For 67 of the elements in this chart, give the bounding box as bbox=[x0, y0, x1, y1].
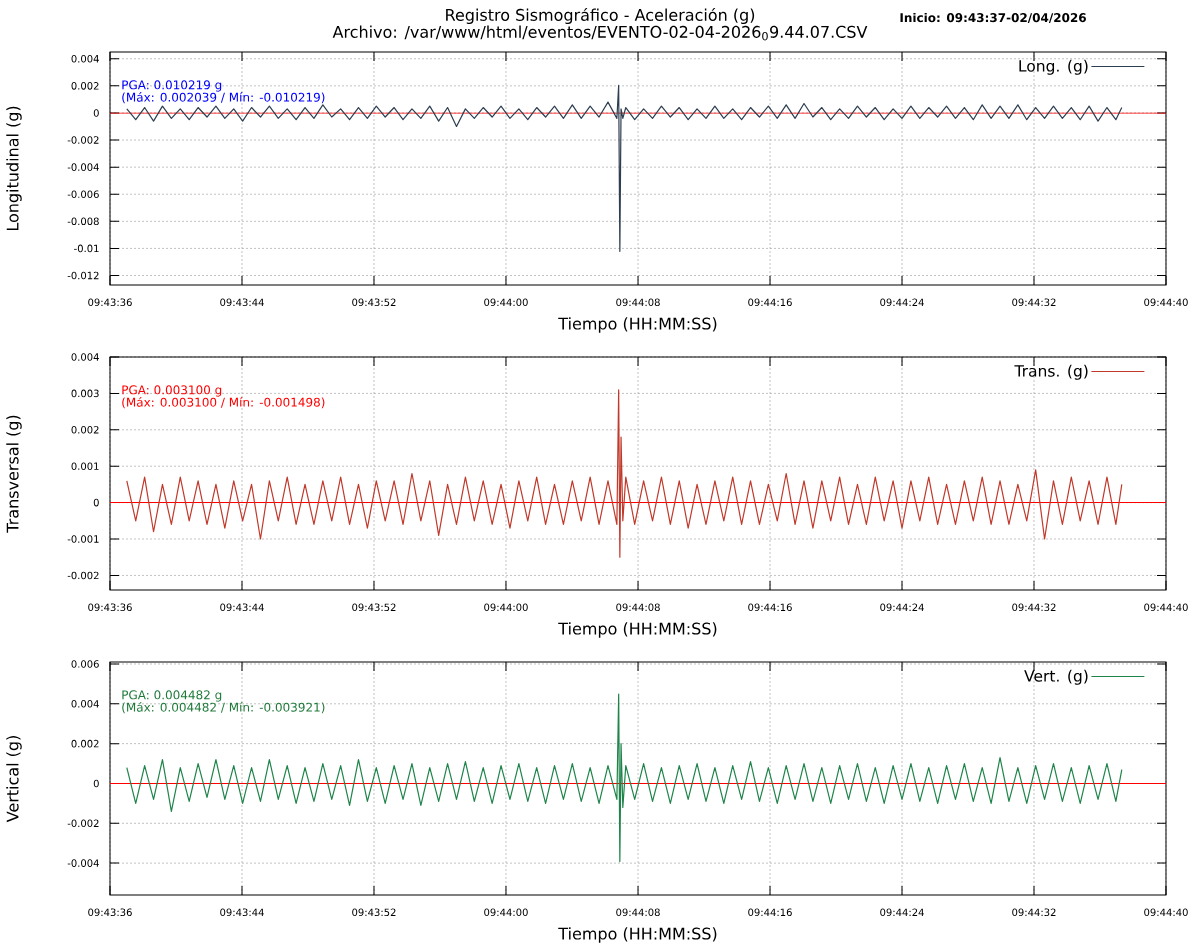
x-tick-label: 09:44:00 bbox=[484, 603, 528, 612]
y-axis-title: Vertical (g) bbox=[6, 736, 22, 823]
y-tick-label: -0.004 bbox=[67, 163, 99, 171]
x-tick-label: 09:43:44 bbox=[220, 908, 264, 917]
x-tick-label: 09:44:40 bbox=[1144, 298, 1188, 307]
x-tick-label: 09:44:40 bbox=[1144, 603, 1188, 612]
x-tick-label: 09:43:36 bbox=[88, 908, 132, 917]
x-tick-label: 09:43:52 bbox=[352, 908, 396, 917]
x-tick-label: 09:44:24 bbox=[880, 298, 924, 307]
x-tick-label: 09:43:36 bbox=[88, 298, 132, 307]
y-tick-label: 0 bbox=[93, 498, 99, 507]
y-tick-label: -0.002 bbox=[67, 136, 99, 144]
x-tick-label: 09:44:08 bbox=[616, 298, 660, 307]
y-axis-title: Longitudinal (g) bbox=[6, 106, 22, 231]
annotation: PGA: 0.003100 g bbox=[122, 385, 222, 397]
x-tick-label: 09:44:00 bbox=[484, 298, 528, 307]
x-tick-label: 09:44:32 bbox=[1012, 298, 1056, 307]
x-tick-label: 09:44:32 bbox=[1012, 603, 1056, 612]
chart-subtitle: Archivo: /var/www/html/eventos/EVENTO-02-04-2026$_{0}$9.44.07.CSV bbox=[332, 25, 868, 41]
x-axis-title: Tiempo (HH:MM:SS) bbox=[558, 622, 717, 638]
x-tick-label: 09:44:40 bbox=[1144, 908, 1188, 917]
y-tick-label: -0.004 bbox=[67, 859, 99, 867]
y-tick-label: -0.002 bbox=[67, 819, 99, 828]
chart-title: Registro Sismográfico - Aceleración (g) bbox=[446, 7, 755, 25]
x-tick-label: 09:44:32 bbox=[1012, 908, 1056, 917]
x-tick-label: 09:43:44 bbox=[220, 298, 264, 307]
x-tick-label: 09:43:52 bbox=[352, 603, 396, 612]
x-tick-label: 09:44:00 bbox=[484, 908, 528, 917]
y-tick-label: -0.001 bbox=[67, 535, 99, 543]
annotation: (Máx: 0.002039 / Mín: -0.010219) bbox=[122, 92, 325, 104]
annotation: (Máx: 0.004482 / Mín: -0.003921) bbox=[122, 702, 325, 714]
x-tick-label: 09:44:16 bbox=[748, 603, 792, 612]
x-axis-title: Tiempo (HH:MM:SS) bbox=[558, 317, 717, 333]
y-tick-label: -0.008 bbox=[67, 217, 99, 226]
y-tick-label: 0.004 bbox=[71, 700, 99, 708]
y-axis-title: Transversal (g) bbox=[6, 415, 22, 533]
y-tick-label: 0 bbox=[93, 779, 99, 788]
y-tick-label: 0 bbox=[93, 109, 99, 117]
legend-label: Vert. (g) bbox=[1024, 669, 1088, 685]
annotation: (Máx: 0.003100 / Mín: -0.001498) bbox=[122, 397, 325, 409]
legend-label: Long. (g) bbox=[1019, 59, 1088, 75]
y-tick-label: 0.003 bbox=[71, 389, 99, 398]
annotation: PGA: 0.004482 g bbox=[122, 690, 222, 702]
x-tick-label: 09:43:36 bbox=[88, 603, 132, 612]
x-tick-label: 09:43:44 bbox=[220, 603, 264, 612]
x-tick-label: 09:44:16 bbox=[748, 908, 792, 917]
x-tick-label: 09:44:08 bbox=[616, 603, 660, 612]
x-axis-title: Tiempo (HH:MM:SS) bbox=[558, 927, 717, 943]
y-tick-label: -0.012 bbox=[67, 271, 99, 280]
x-tick-label: 09:44:16 bbox=[748, 298, 792, 307]
x-tick-label: 09:44:24 bbox=[880, 908, 924, 917]
x-tick-label: 09:44:24 bbox=[880, 603, 924, 612]
annotation: PGA: 0.010219 g bbox=[122, 80, 222, 92]
y-tick-label: 0.002 bbox=[71, 82, 99, 90]
y-tick-label: 0.006 bbox=[71, 660, 99, 668]
y-tick-label: -0.01 bbox=[74, 244, 99, 253]
text: Inicio: 09:43:37-02/04/2026 bbox=[900, 12, 1086, 24]
y-tick-label: -0.002 bbox=[67, 571, 99, 580]
y-tick-label: -0.006 bbox=[67, 190, 99, 199]
x-tick-label: 09:43:52 bbox=[352, 298, 396, 307]
y-tick-label: 0.002 bbox=[71, 426, 99, 434]
x-tick-label: 09:44:08 bbox=[616, 908, 660, 917]
y-tick-label: 0.004 bbox=[71, 353, 99, 361]
y-tick-label: 0.004 bbox=[71, 54, 99, 63]
legend-label: Trans. (g) bbox=[1014, 364, 1088, 380]
y-tick-label: 0.002 bbox=[71, 739, 99, 748]
y-tick-label: 0.001 bbox=[71, 462, 99, 470]
